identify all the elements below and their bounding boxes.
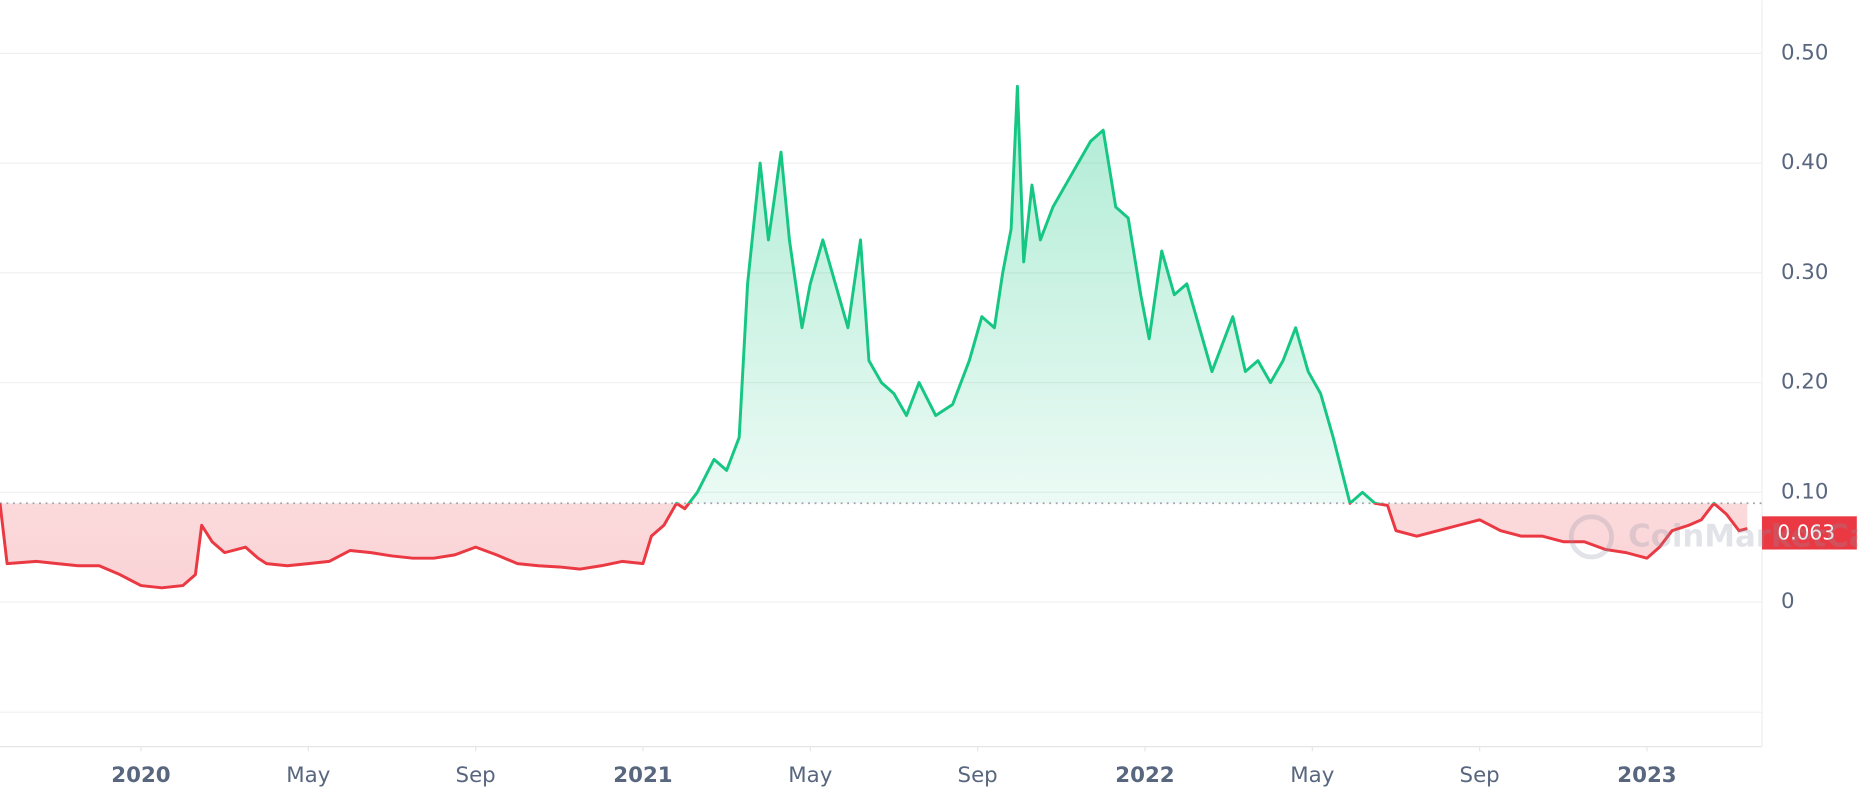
- x-tick-label: Sep: [456, 763, 496, 788]
- watermark-text: CoinMarketCap: [1628, 519, 1858, 555]
- x-tick-label: 2020: [111, 763, 170, 788]
- y-tick-label: 0.10: [1781, 479, 1828, 504]
- price-line-up: [0, 84, 1717, 504]
- x-tick-label: May: [788, 763, 832, 788]
- area-down: [0, 503, 1748, 588]
- x-tick-label: May: [286, 763, 330, 788]
- current-price-label: 0.063: [1777, 521, 1835, 545]
- y-tick-label: 0.30: [1781, 260, 1828, 285]
- y-tick-label: 0.50: [1781, 40, 1828, 65]
- x-tick-label: Sep: [1460, 763, 1500, 788]
- y-tick-label: 0.40: [1781, 150, 1828, 175]
- x-tick-label: 2023: [1617, 763, 1676, 788]
- area-up: [0, 86, 1748, 504]
- x-tick-label: 2022: [1115, 763, 1174, 788]
- watermark: CoinMarketCap: [1568, 514, 1858, 560]
- y-tick-label: 0: [1781, 589, 1795, 614]
- x-tick-label: 2021: [613, 763, 672, 788]
- x-tick-label: May: [1290, 763, 1334, 788]
- price-line-down: [0, 503, 1748, 590]
- x-tick-label: Sep: [958, 763, 998, 788]
- current-price-box: [1762, 516, 1857, 550]
- y-tick-label: 0.20: [1781, 370, 1828, 395]
- watermark-logo: [1568, 514, 1614, 560]
